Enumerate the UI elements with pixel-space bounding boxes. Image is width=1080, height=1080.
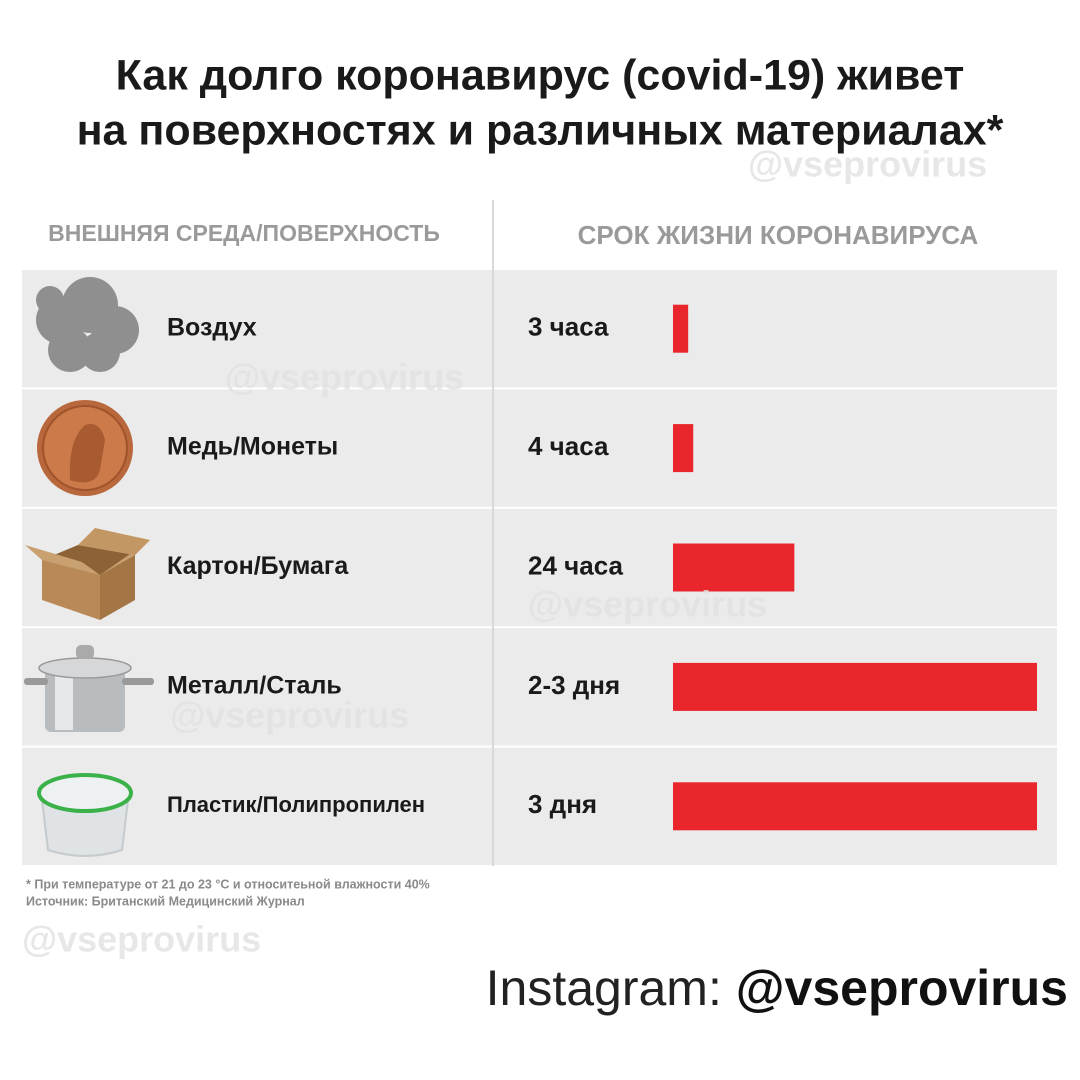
watermark: @vseprovirus xyxy=(170,695,409,736)
rows: Воздух 3 часа Медь/Монеты 4 часа Картон/Бума… xyxy=(22,270,1057,865)
row-background xyxy=(22,389,1057,507)
bar xyxy=(673,662,1037,711)
category-label: Медь/Монеты xyxy=(167,433,338,461)
value-label: 2-3 дня xyxy=(528,670,620,700)
value-label: 4 часа xyxy=(528,431,609,461)
category-label: Пластик/Полипропилен xyxy=(167,792,425,817)
watermark: @vseprovirus xyxy=(748,144,987,185)
cloud-icon xyxy=(36,277,139,372)
instagram-handle: @vseprovirus xyxy=(736,960,1068,1016)
watermark: @vseprovirus xyxy=(22,919,261,960)
pot-icon xyxy=(24,645,154,732)
instagram-credit: Instagram: @vseprovirus xyxy=(486,960,1068,1016)
value-label: 3 дня xyxy=(528,789,597,819)
watermarks: @vseprovirus @vseprovirus @vseprovirus @… xyxy=(22,144,987,960)
column-header: ВНЕШНЯЯ СРЕДА/ПОВЕРХНОСТЬ xyxy=(48,220,440,246)
container-icon xyxy=(37,773,133,857)
title-line: на поверхностях и различных материалах* xyxy=(77,106,1004,154)
title-line: Как долго коронавирус (covid-19) живет xyxy=(116,51,965,99)
box-icon xyxy=(25,528,150,620)
footnote: Источник: Британский Медицинский Журнал xyxy=(26,894,305,908)
row-background xyxy=(22,270,1057,388)
category-label: Картон/Бумага xyxy=(167,552,349,580)
coin-icon xyxy=(37,400,133,496)
column-header: СРОК ЖИЗНИ КОРОНАВИРУСА xyxy=(578,220,979,250)
value-label: 3 часа xyxy=(528,312,609,342)
footnote: * При температуре от 21 до 23 °С и относ… xyxy=(26,877,430,891)
value-label: 24 часа xyxy=(528,550,623,580)
bar xyxy=(673,424,694,473)
bar xyxy=(673,304,689,353)
watermark: @vseprovirus xyxy=(528,584,767,625)
category-label: Металл/Сталь xyxy=(167,672,342,700)
row-background xyxy=(22,508,1057,627)
bar xyxy=(673,782,1037,831)
category-label: Воздух xyxy=(167,313,257,341)
icons xyxy=(24,277,154,857)
instagram-label: Instagram: xyxy=(486,960,722,1016)
watermark: @vseprovirus xyxy=(225,357,464,398)
bar xyxy=(673,543,795,592)
